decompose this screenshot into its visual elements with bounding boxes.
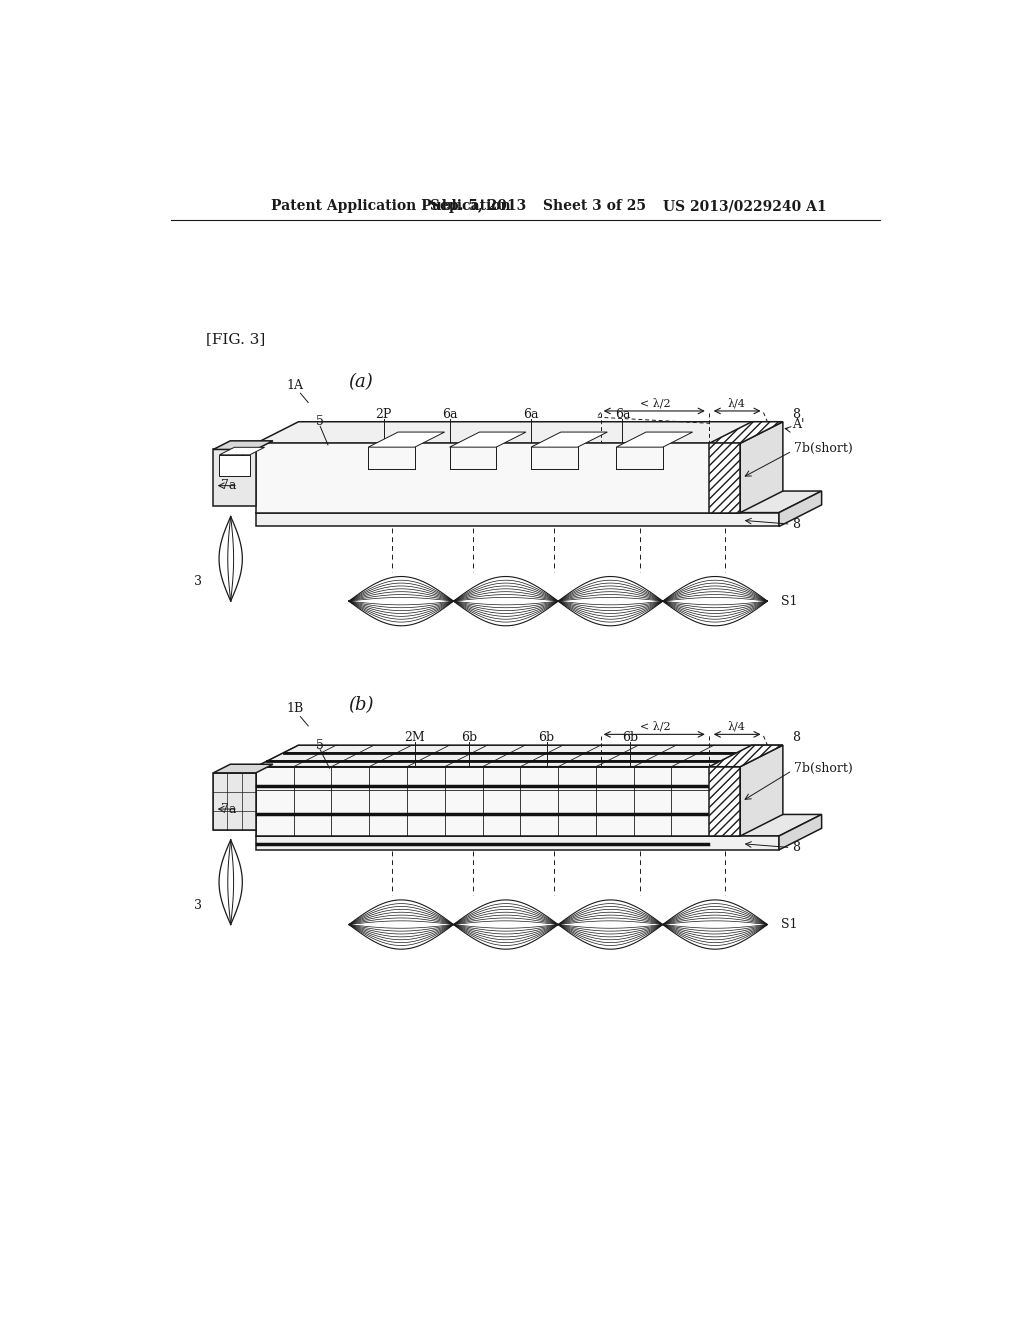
Text: 1A: 1A xyxy=(286,379,303,392)
Text: 2P: 2P xyxy=(376,408,392,421)
Text: 3: 3 xyxy=(194,899,202,912)
Polygon shape xyxy=(256,512,779,527)
Polygon shape xyxy=(256,814,821,836)
Text: 2M: 2M xyxy=(404,731,425,744)
Text: 8: 8 xyxy=(793,841,800,854)
Text: 5: 5 xyxy=(316,416,325,428)
Text: A': A' xyxy=(793,417,805,430)
Polygon shape xyxy=(779,491,821,527)
Polygon shape xyxy=(710,422,783,444)
Polygon shape xyxy=(531,432,607,447)
Polygon shape xyxy=(213,449,256,507)
Polygon shape xyxy=(219,455,250,477)
Polygon shape xyxy=(616,432,692,447)
Polygon shape xyxy=(369,432,444,447)
Text: 3: 3 xyxy=(194,576,202,589)
Text: S1: S1 xyxy=(781,917,798,931)
Text: 6b: 6b xyxy=(461,731,477,744)
Polygon shape xyxy=(256,767,740,836)
Text: 1B: 1B xyxy=(286,702,303,715)
Polygon shape xyxy=(256,444,740,512)
Polygon shape xyxy=(256,836,779,850)
Text: 6a: 6a xyxy=(614,408,630,421)
Text: 6b: 6b xyxy=(623,731,638,744)
Polygon shape xyxy=(256,744,783,767)
Text: 8: 8 xyxy=(793,517,800,531)
Polygon shape xyxy=(256,491,821,512)
Text: 6a: 6a xyxy=(523,408,539,421)
Text: 7a: 7a xyxy=(221,803,237,816)
Polygon shape xyxy=(219,447,264,455)
Text: [FIG. 3]: [FIG. 3] xyxy=(206,333,265,346)
Text: 7b(short): 7b(short) xyxy=(794,442,852,455)
Text: Sheet 3 of 25: Sheet 3 of 25 xyxy=(543,199,645,213)
Text: Patent Application Publication: Patent Application Publication xyxy=(271,199,511,213)
Polygon shape xyxy=(213,774,256,830)
Text: < λ/2: < λ/2 xyxy=(640,722,671,731)
Text: Sep. 5, 2013: Sep. 5, 2013 xyxy=(430,199,526,213)
Text: 6b: 6b xyxy=(539,731,555,744)
Polygon shape xyxy=(740,744,783,836)
Polygon shape xyxy=(710,444,740,512)
Polygon shape xyxy=(450,432,526,447)
Text: A: A xyxy=(239,459,247,473)
Text: 8: 8 xyxy=(793,731,800,744)
Text: US 2013/0229240 A1: US 2013/0229240 A1 xyxy=(663,199,826,213)
Polygon shape xyxy=(710,744,783,767)
Text: < λ/2: < λ/2 xyxy=(640,399,671,408)
Polygon shape xyxy=(256,422,783,444)
Polygon shape xyxy=(740,422,783,512)
Text: λ/4: λ/4 xyxy=(727,722,745,731)
Text: 7b(short): 7b(short) xyxy=(794,762,852,775)
Text: 5: 5 xyxy=(316,739,325,751)
Text: (a): (a) xyxy=(348,372,373,391)
Text: 8: 8 xyxy=(793,408,800,421)
Text: S1: S1 xyxy=(781,594,798,607)
Text: (b): (b) xyxy=(348,696,374,714)
Text: 6a: 6a xyxy=(442,408,458,421)
Polygon shape xyxy=(213,764,273,774)
Polygon shape xyxy=(213,441,273,449)
Text: λ/4: λ/4 xyxy=(727,399,745,408)
Polygon shape xyxy=(779,814,821,850)
Polygon shape xyxy=(710,767,740,836)
Text: 7a: 7a xyxy=(221,479,237,492)
